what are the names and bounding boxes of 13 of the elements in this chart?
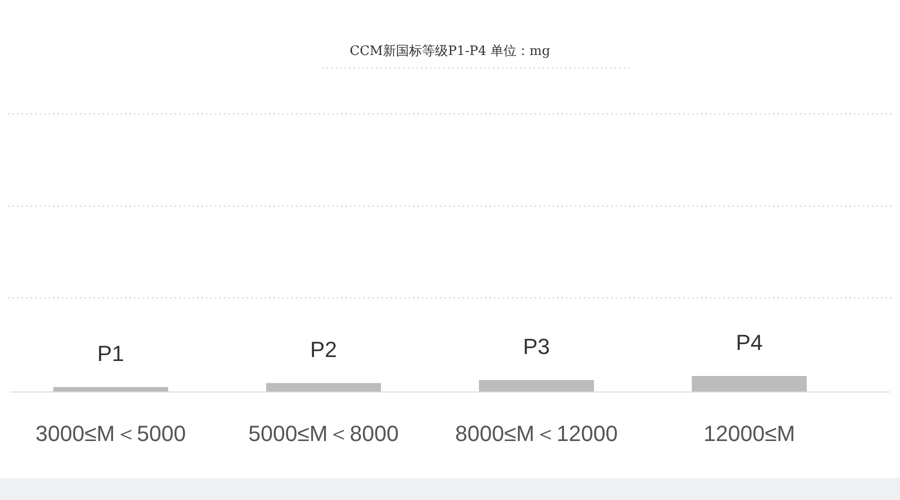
annotation: P4 <box>736 330 763 355</box>
x-tick-label: 8000≤M＜12000 <box>455 421 618 446</box>
x-tick-label: 5000≤M＜8000 <box>248 421 399 446</box>
annotation: P3 <box>522 334 550 359</box>
bar <box>692 376 807 392</box>
bar <box>53 387 168 392</box>
chart-title: CCM新国标等级P1-P4 单位：mg <box>350 44 550 59</box>
bar <box>478 380 594 392</box>
annotation: P2 <box>310 337 338 362</box>
x-tick-label: 12000≤M <box>704 421 796 446</box>
annotation: P1 <box>97 341 124 366</box>
bar <box>266 383 382 392</box>
x-tick-label: 3000≤M＜5000 <box>36 421 186 446</box>
